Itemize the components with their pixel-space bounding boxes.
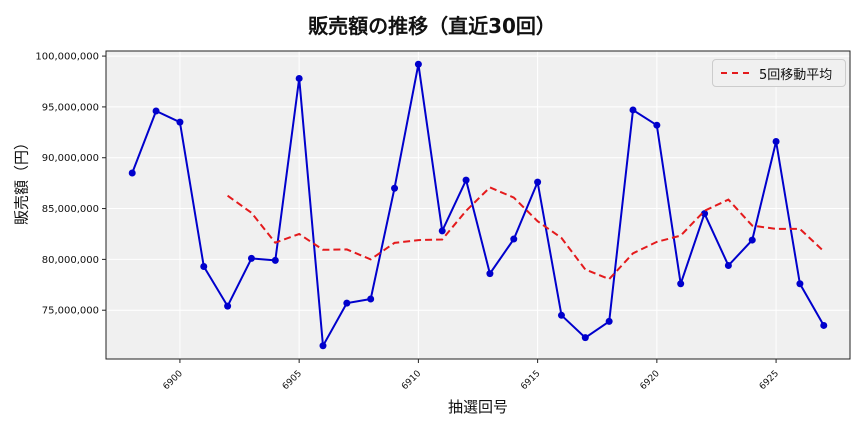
data-point-marker bbox=[438, 227, 446, 235]
data-point-marker bbox=[605, 317, 613, 325]
y-tick-label: 75,000,000 bbox=[42, 306, 99, 317]
data-point-marker bbox=[295, 74, 303, 82]
data-point-marker bbox=[748, 236, 756, 244]
data-point-marker bbox=[367, 295, 375, 303]
data-point-marker bbox=[462, 176, 470, 184]
data-point-marker bbox=[653, 121, 661, 129]
y-tick-label: 85,000,000 bbox=[42, 204, 99, 215]
x-axis-label: 抽選回号 bbox=[447, 398, 508, 416]
y-tick-label: 80,000,000 bbox=[42, 255, 99, 266]
data-point-marker bbox=[271, 256, 279, 264]
x-tick-label: 6915 bbox=[519, 369, 542, 392]
data-point-marker bbox=[796, 280, 804, 288]
data-point-marker bbox=[581, 334, 589, 342]
data-point-marker bbox=[510, 235, 518, 243]
y-tick-label: 95,000,000 bbox=[42, 102, 99, 113]
data-point-marker bbox=[224, 302, 232, 310]
x-tick-label: 6900 bbox=[162, 369, 185, 392]
y-tick-label: 90,000,000 bbox=[42, 153, 99, 164]
data-point-marker bbox=[677, 280, 685, 288]
data-point-marker bbox=[247, 254, 255, 262]
data-point-marker bbox=[343, 299, 351, 307]
data-point-marker bbox=[391, 184, 399, 192]
data-point-marker bbox=[724, 261, 732, 269]
y-tick-label: 100,000,000 bbox=[35, 52, 99, 63]
data-point-marker bbox=[820, 321, 828, 329]
data-point-marker bbox=[176, 118, 184, 126]
legend: 5回移動平均 bbox=[712, 59, 846, 87]
data-point-marker bbox=[319, 342, 327, 350]
data-point-marker bbox=[701, 210, 709, 218]
data-point-marker bbox=[200, 262, 208, 270]
legend-label: 5回移動平均 bbox=[759, 67, 833, 83]
x-tick-label: 6905 bbox=[281, 369, 304, 392]
chart-title: 販売額の推移（直近30回） bbox=[308, 14, 556, 38]
sales-line bbox=[131, 64, 825, 350]
data-point-marker bbox=[557, 311, 565, 319]
dashed-line-legend-icon bbox=[721, 72, 749, 74]
data-point-marker bbox=[629, 106, 637, 114]
data-point-marker bbox=[152, 107, 160, 115]
x-tick-label: 6920 bbox=[639, 369, 662, 392]
x-tick-label: 6910 bbox=[400, 369, 423, 392]
plot-area bbox=[106, 51, 850, 359]
data-point-marker bbox=[414, 60, 422, 68]
data-point-marker bbox=[486, 270, 494, 278]
data-point-marker bbox=[772, 137, 780, 145]
data-point-marker bbox=[128, 169, 136, 177]
moving-average-line bbox=[227, 186, 825, 281]
data-point-marker bbox=[534, 178, 542, 186]
x-tick-label: 6925 bbox=[758, 369, 781, 392]
plot-frame bbox=[105, 50, 851, 360]
